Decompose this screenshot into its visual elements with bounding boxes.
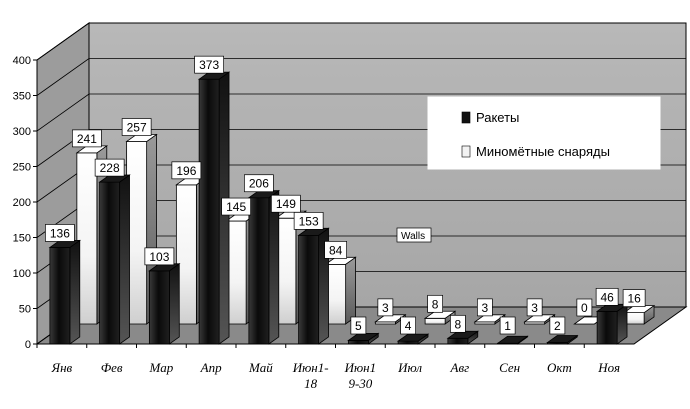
- bar-mortar-shells: [324, 256, 357, 325]
- svg-text:3: 3: [482, 301, 489, 315]
- data-label-mortar-shells: 3: [477, 298, 493, 317]
- category-label: Янв: [51, 360, 73, 375]
- bar-mortar-shells: [622, 304, 656, 325]
- category-label: Окт: [547, 360, 572, 375]
- gridline: [36, 58, 686, 96]
- legend-label-mortar-shells: Миномётные снаряды: [476, 144, 610, 159]
- gridline: [36, 93, 686, 132]
- category-label: 18: [304, 376, 318, 391]
- y-tick-label: 250: [13, 162, 31, 174]
- data-label-rockets: 136: [45, 224, 75, 242]
- bar-rockets: [98, 174, 131, 345]
- svg-text:2: 2: [554, 319, 561, 333]
- svg-text:241: 241: [77, 132, 97, 146]
- data-label-rockets: 228: [94, 158, 125, 177]
- y-axis: 0 50 100 150 200 250 300 350 400: [13, 55, 38, 351]
- category-label: Ноя: [597, 360, 620, 375]
- walls-tooltip: Walls: [396, 227, 432, 243]
- data-labels: 1362412282571031963731452061491538453488…: [45, 55, 646, 335]
- legend-swatch-rockets: [461, 111, 471, 124]
- svg-text:5: 5: [355, 319, 362, 333]
- svg-text:153: 153: [299, 214, 319, 228]
- svg-text:103: 103: [149, 250, 169, 264]
- category-label: Июн1-: [292, 360, 329, 375]
- svg-text:3: 3: [531, 301, 538, 315]
- svg-text:16: 16: [627, 292, 641, 306]
- data-label-rockets: 373: [194, 55, 224, 74]
- data-label-rockets: 46: [595, 287, 619, 306]
- y-tick-label: 350: [13, 91, 31, 103]
- data-label-mortar-shells: 149: [271, 194, 301, 213]
- svg-text:149: 149: [276, 197, 296, 211]
- svg-text:0: 0: [581, 301, 588, 315]
- svg-text:145: 145: [226, 200, 246, 214]
- y-tick-label: 200: [13, 197, 31, 209]
- data-label-mortar-shells: 84: [324, 241, 347, 259]
- bar-rockets: [297, 227, 330, 345]
- y-tick-label: 400: [13, 55, 31, 67]
- category-label: Апр: [200, 360, 222, 375]
- y-tick-label: 150: [13, 233, 31, 245]
- data-label-rockets: 8: [450, 314, 466, 333]
- data-label-mortar-shells: 16: [622, 289, 646, 307]
- bar-rockets: [446, 330, 480, 345]
- data-label-mortar-shells: 145: [221, 197, 251, 216]
- svg-text:8: 8: [455, 317, 462, 331]
- data-label-mortar-shells: 3: [526, 298, 543, 317]
- y-tick-label: 0: [25, 339, 31, 351]
- category-label: Сен: [499, 360, 520, 375]
- y-tick-label: 100: [13, 268, 31, 280]
- bar-rockets: [148, 263, 181, 345]
- bar-rockets: [48, 239, 82, 345]
- legend-swatch-mortar-shells: [461, 145, 471, 158]
- y-tick-label: 300: [13, 126, 31, 138]
- data-label-rockets: 2: [549, 316, 566, 335]
- category-label: Фев: [101, 360, 123, 375]
- data-label-mortar-shells: 8: [427, 294, 443, 313]
- category-label: Июл: [397, 360, 422, 375]
- data-label-rockets: 5: [350, 316, 367, 335]
- legend: Ракеты Миномётные снаряды: [427, 96, 661, 170]
- gridline: [36, 22, 686, 61]
- data-label-mortar-shells: 196: [171, 161, 202, 180]
- svg-text:373: 373: [199, 58, 219, 72]
- svg-text:196: 196: [176, 164, 196, 178]
- bar-rockets: [247, 189, 281, 345]
- svg-text:4: 4: [405, 319, 412, 333]
- svg-text:257: 257: [127, 121, 147, 135]
- category-label: Авг: [450, 360, 470, 375]
- data-label-rockets: 103: [144, 247, 175, 266]
- walls-tooltip-box: [396, 227, 432, 243]
- data-label-mortar-shells: 241: [72, 129, 102, 148]
- category-label: 9-30: [348, 376, 372, 391]
- y-tick-label: 50: [19, 304, 31, 316]
- category-label: Май: [248, 360, 273, 375]
- data-label-rockets: 4: [400, 316, 416, 335]
- bar-rockets: [595, 303, 629, 345]
- svg-text:136: 136: [50, 226, 70, 240]
- bar-mortar-shells: [374, 314, 407, 325]
- data-label-rockets: 1: [499, 316, 516, 335]
- svg-text:1: 1: [504, 319, 511, 333]
- svg-text:46: 46: [600, 290, 614, 304]
- data-label-rockets: 206: [244, 174, 274, 193]
- legend-label-rockets: Ракеты: [476, 110, 519, 125]
- bars-layer: [48, 71, 656, 345]
- svg-text:8: 8: [432, 297, 439, 311]
- category-label: Мар: [149, 360, 174, 375]
- svg-text:228: 228: [100, 161, 120, 175]
- svg-text:3: 3: [382, 301, 389, 315]
- data-label-rockets: 153: [293, 212, 324, 230]
- svg-text:206: 206: [249, 177, 269, 191]
- category-label: Июн1: [344, 360, 377, 375]
- svg-text:84: 84: [329, 243, 343, 257]
- walls-tooltip-text: Walls: [401, 231, 425, 242]
- data-label-mortar-shells: 0: [576, 298, 593, 317]
- data-label-mortar-shells: 257: [121, 118, 152, 136]
- data-label-mortar-shells: 3: [377, 298, 394, 317]
